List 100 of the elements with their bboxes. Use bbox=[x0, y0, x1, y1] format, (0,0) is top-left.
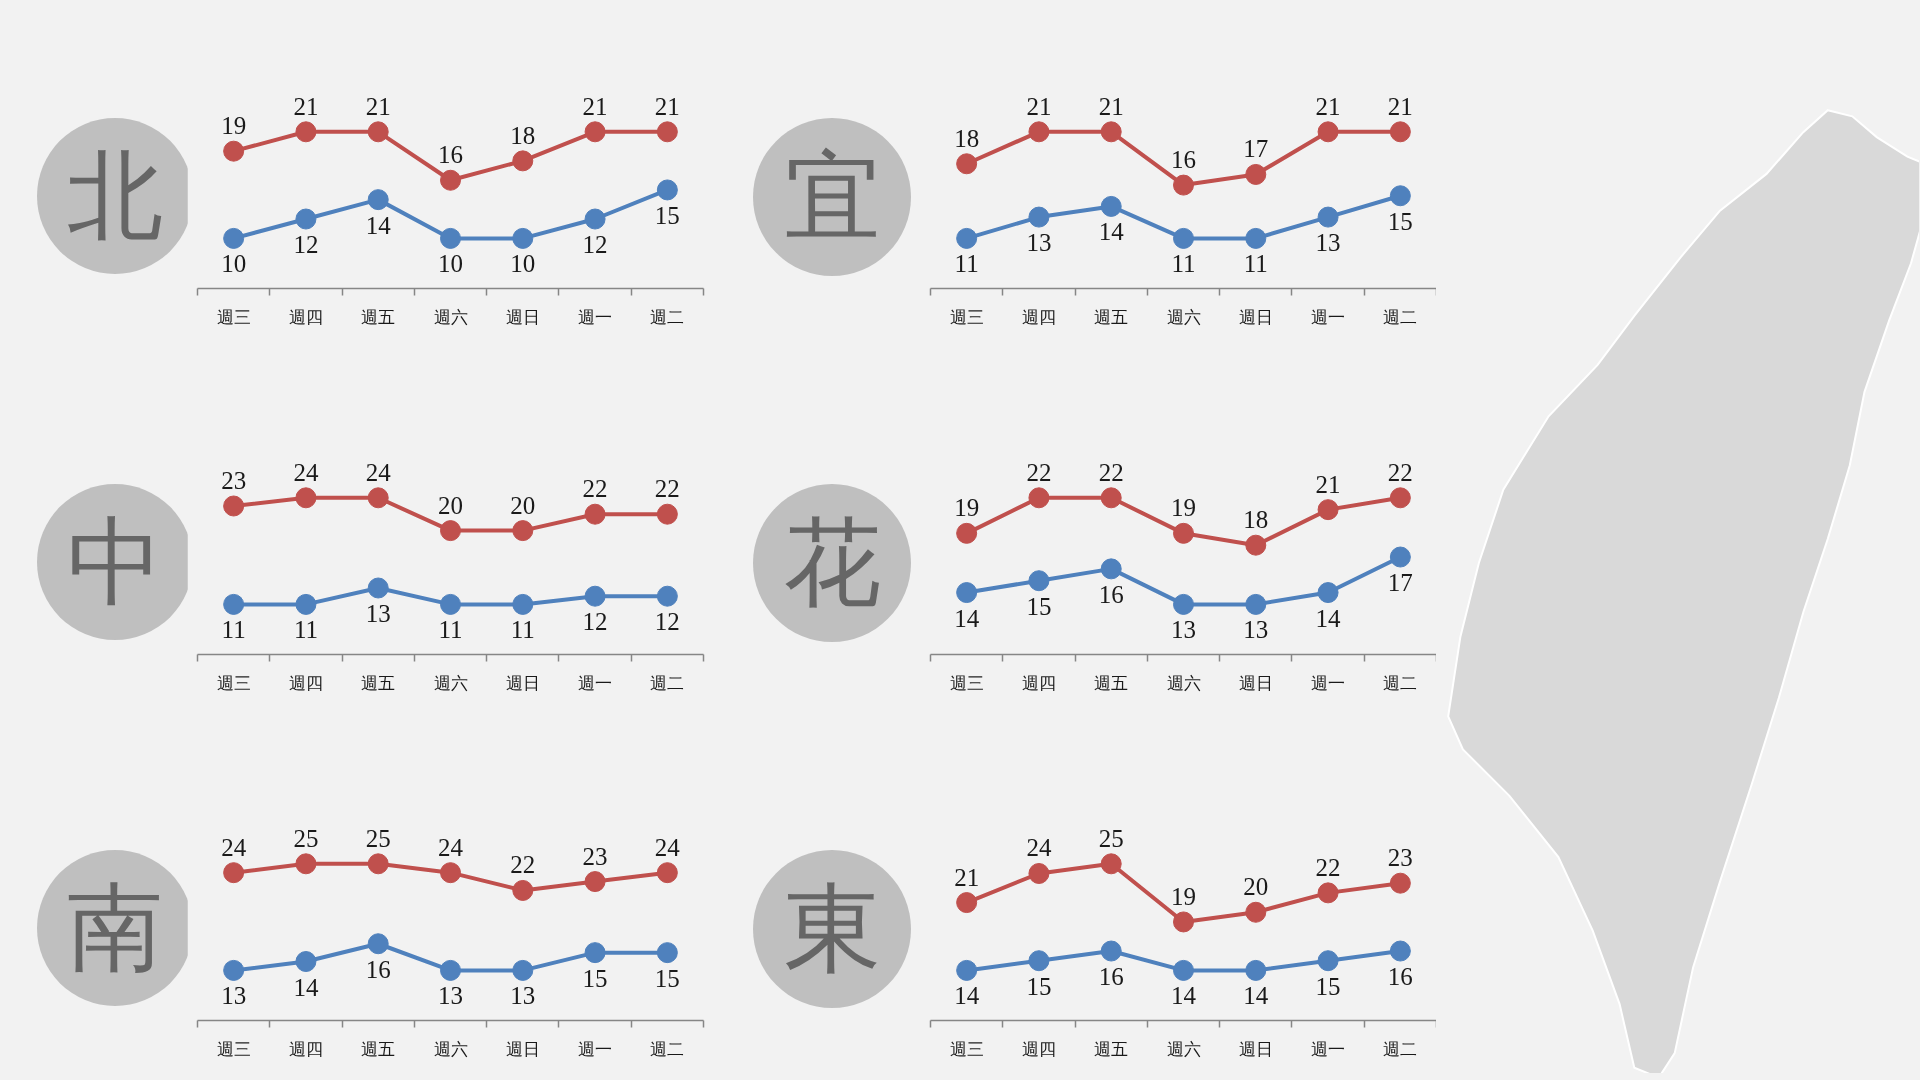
point bbox=[1245, 227, 1267, 249]
data-label: 16 bbox=[1098, 580, 1124, 608]
data-label: 15 bbox=[1026, 972, 1052, 1000]
point bbox=[1389, 121, 1411, 143]
point bbox=[1028, 487, 1050, 509]
data-label: 22 bbox=[582, 475, 608, 503]
data-label: 14 bbox=[293, 973, 319, 1001]
data-label: 15 bbox=[654, 201, 680, 229]
point bbox=[1028, 570, 1050, 592]
x-tick-label: 週一 bbox=[1311, 307, 1346, 327]
data-label: 16 bbox=[438, 141, 463, 169]
data-label: 20 bbox=[438, 491, 463, 519]
point bbox=[367, 853, 389, 875]
point bbox=[956, 959, 978, 981]
x-tick-label: 週日 bbox=[505, 1039, 540, 1059]
point bbox=[512, 959, 534, 981]
data-label: 10 bbox=[510, 250, 536, 278]
data-label: 18 bbox=[954, 124, 980, 152]
data-label: 14 bbox=[1315, 604, 1342, 632]
point bbox=[440, 169, 461, 191]
point bbox=[584, 121, 606, 143]
x-tick-label: 週三 bbox=[949, 673, 984, 693]
data-label: 11 bbox=[510, 616, 535, 644]
x-tick-label: 週二 bbox=[650, 307, 685, 327]
data-label: 18 bbox=[1243, 506, 1269, 534]
point bbox=[956, 582, 978, 604]
data-label: 16 bbox=[1171, 146, 1196, 174]
x-tick-label: 週五 bbox=[1094, 307, 1129, 327]
chart-title: 北 bbox=[37, 118, 193, 274]
chart-title: 南 bbox=[37, 850, 193, 1006]
data-label: 13 bbox=[1315, 229, 1341, 257]
data-label: 11 bbox=[221, 616, 246, 644]
point bbox=[656, 585, 678, 607]
data-label: 21 bbox=[1098, 92, 1124, 120]
data-label: 15 bbox=[654, 964, 680, 992]
chart-title: 花 bbox=[753, 484, 911, 642]
point bbox=[1100, 487, 1122, 509]
data-label: 11 bbox=[954, 250, 979, 278]
x-tick-label: 週三 bbox=[216, 1039, 251, 1059]
point bbox=[1245, 593, 1267, 615]
x-tick-label: 週一 bbox=[1311, 1039, 1346, 1059]
point bbox=[1245, 534, 1267, 556]
data-label: 21 bbox=[1026, 92, 1052, 120]
data-label: 13 bbox=[1026, 229, 1052, 257]
data-label: 23 bbox=[221, 467, 247, 494]
x-tick-label: 週三 bbox=[216, 307, 251, 327]
data-label: 22 bbox=[510, 851, 536, 879]
x-tick-label: 週六 bbox=[433, 307, 468, 327]
point bbox=[1389, 185, 1411, 207]
point bbox=[223, 140, 245, 162]
x-tick-label: 週四 bbox=[288, 307, 323, 327]
point bbox=[295, 853, 317, 875]
data-label: 11 bbox=[1243, 250, 1268, 278]
point bbox=[1389, 940, 1411, 962]
x-tick-label: 週二 bbox=[650, 1039, 685, 1059]
x-tick-label: 週四 bbox=[1021, 307, 1056, 327]
x-tick-label: 週六 bbox=[1166, 307, 1201, 327]
data-label: 15 bbox=[1026, 592, 1052, 620]
x-tick-label: 週四 bbox=[1021, 673, 1056, 693]
point bbox=[367, 189, 389, 211]
x-tick-label: 週三 bbox=[216, 673, 251, 693]
point bbox=[1245, 959, 1267, 981]
data-label: 21 bbox=[582, 92, 608, 120]
point bbox=[1100, 195, 1122, 217]
point bbox=[1389, 872, 1411, 894]
point bbox=[440, 959, 461, 981]
point bbox=[584, 585, 606, 607]
x-tick-label: 週三 bbox=[949, 307, 984, 327]
x-tick-label: 週四 bbox=[1021, 1039, 1056, 1059]
point bbox=[956, 227, 978, 249]
x-tick-label: 週三 bbox=[949, 1039, 984, 1059]
point bbox=[1173, 959, 1194, 981]
point bbox=[512, 520, 534, 542]
data-label: 24 bbox=[293, 458, 319, 486]
data-label: 17 bbox=[1387, 569, 1413, 597]
point bbox=[956, 892, 978, 914]
point bbox=[656, 121, 678, 143]
data-label: 21 bbox=[293, 92, 319, 120]
data-label: 13 bbox=[438, 982, 463, 1010]
point bbox=[1100, 853, 1122, 875]
point bbox=[1389, 487, 1411, 509]
point bbox=[295, 593, 317, 615]
data-label: 16 bbox=[365, 955, 391, 983]
data-label: 19 bbox=[954, 494, 980, 522]
data-label: 23 bbox=[582, 842, 608, 870]
data-label: 12 bbox=[582, 608, 608, 636]
data-label: 15 bbox=[1387, 207, 1413, 235]
data-label: 21 bbox=[954, 863, 980, 891]
x-tick-label: 週一 bbox=[1311, 673, 1346, 693]
point bbox=[1028, 121, 1050, 143]
point bbox=[367, 577, 389, 599]
point bbox=[295, 208, 317, 230]
x-tick-label: 週日 bbox=[505, 307, 540, 327]
point bbox=[512, 593, 534, 615]
x-tick-label: 週一 bbox=[578, 307, 613, 327]
data-label: 13 bbox=[1171, 616, 1196, 644]
data-label: 15 bbox=[582, 964, 608, 992]
point bbox=[223, 227, 245, 249]
data-label: 22 bbox=[654, 475, 680, 503]
x-tick-label: 週五 bbox=[1094, 673, 1129, 693]
